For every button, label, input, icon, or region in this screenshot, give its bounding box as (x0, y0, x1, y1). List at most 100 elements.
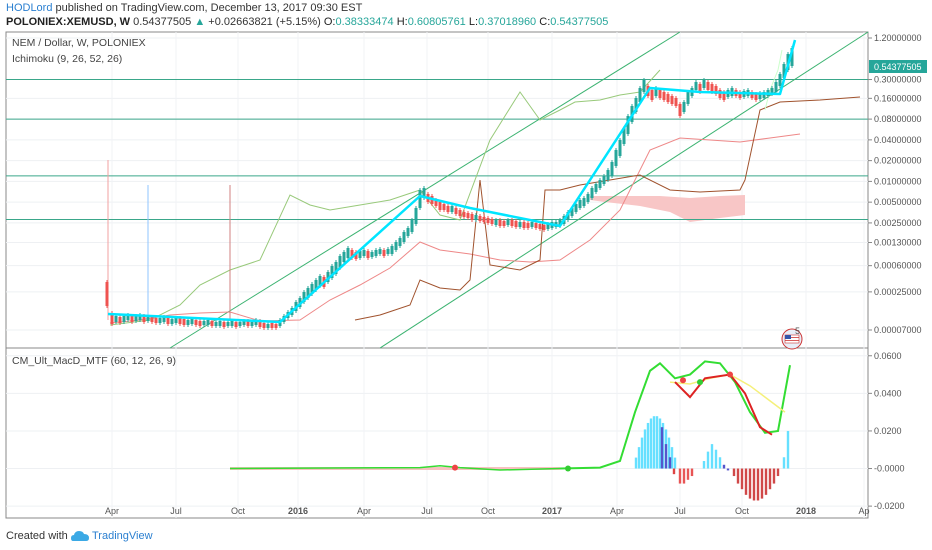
chart-canvas[interactable]: 1.20000000 0.30000000 0.16000000 0.08000000… (0, 30, 932, 522)
candle-body (534, 223, 538, 228)
time-tick-label: Apr (610, 506, 624, 516)
candle-body (506, 220, 510, 225)
macd-histogram-bar (744, 468, 748, 495)
candle-body (578, 200, 582, 208)
macd-histogram-bar (660, 427, 664, 469)
open-value: 0.38333474 (335, 16, 394, 28)
candle-body (694, 82, 698, 90)
candle-body (510, 220, 514, 226)
candle-body (454, 208, 458, 214)
candle-body (146, 317, 150, 321)
candle-body (722, 92, 726, 100)
price-change: +0.02663821 (+5.15%) (208, 16, 321, 28)
price-tick-label: 0.04000000 (874, 135, 922, 145)
candle-body (378, 249, 382, 254)
price-tick-label: 0.00007000 (874, 325, 922, 335)
candle-body (482, 217, 486, 222)
candle-body (514, 221, 518, 227)
candle-body (230, 321, 234, 326)
macd-histogram-bar (710, 444, 714, 469)
symbol-label: POLONIEX:XEMUSD, W (6, 16, 131, 28)
candle-body (374, 250, 378, 256)
candle-body (130, 316, 134, 322)
candle-body (602, 176, 606, 184)
candle-body (762, 92, 766, 98)
macd-early-line (229, 464, 561, 471)
candle-body (314, 280, 318, 290)
macd-histogram-bar (634, 457, 638, 469)
low-label: L: (468, 16, 479, 28)
price-tick-label: 0.01000000 (874, 176, 922, 186)
high-value: 0.60805761 (407, 16, 466, 28)
macd-histogram-bar (776, 468, 780, 477)
macd-tick-label: 0.0200 (874, 426, 902, 436)
candle-body (162, 317, 166, 322)
candle-body (206, 320, 210, 325)
candle-body (750, 92, 754, 98)
candle-body (582, 198, 586, 206)
close-value: 0.54377505 (550, 16, 609, 28)
candle-body (442, 204, 446, 210)
candle-body (118, 317, 122, 323)
macd-tick-label: -0.0200 (874, 501, 905, 511)
price-axis-ticks: 1.20000000 0.30000000 0.16000000 0.08000000… (868, 33, 922, 335)
candle-body (354, 252, 358, 259)
macd-tick-label: 0.0600 (874, 351, 902, 361)
candle-body (458, 210, 462, 216)
candles (105, 46, 794, 330)
macd-tick-label: -0.0000 (874, 464, 905, 474)
candle-body (698, 84, 702, 92)
high-label: H: (396, 16, 408, 28)
price-tick-label: 0.30000000 (874, 75, 922, 85)
hidden-helper-line (100, 100, 360, 120)
macd-histogram-bar (768, 468, 772, 490)
cross-marker (697, 379, 703, 386)
candle-body (238, 322, 242, 326)
candle-body (714, 86, 718, 94)
time-tick-label: Apr (105, 506, 119, 516)
candle-body (486, 218, 490, 223)
candle-body (670, 96, 674, 104)
cross-marker (727, 371, 733, 378)
candle-body (410, 220, 414, 232)
time-axis-ticks: Apr Jul Oct 2016 Apr Jul Oct 2017 Apr Jul Oct 2018 A… (105, 506, 870, 516)
footer: Created with TradingView (0, 524, 932, 550)
candle-body (614, 150, 618, 166)
candle-body (662, 92, 666, 100)
tradingview-brand[interactable]: TradingView (92, 530, 153, 542)
candle-body (774, 82, 778, 92)
author-link[interactable]: HODLord (6, 2, 53, 14)
cross-marker (680, 377, 686, 384)
candle-body (574, 204, 578, 212)
candle-body (150, 317, 154, 322)
macd-histogram-bar (764, 468, 768, 495)
candle-body (234, 322, 238, 327)
candle-body (210, 321, 214, 326)
candle-body (686, 92, 690, 104)
macd-histogram-bar (726, 468, 730, 471)
candle-body (422, 188, 426, 198)
candle-body (358, 251, 362, 258)
macd-histogram-bar (670, 447, 674, 469)
candle-body (182, 319, 186, 325)
badge-count: 5 (795, 326, 800, 336)
cloud-area (590, 195, 745, 222)
candle-body (586, 194, 590, 202)
cross-marker (452, 464, 458, 471)
price-tick-label: 0.00250000 (874, 218, 922, 228)
candle-body (142, 316, 146, 322)
candle-body (770, 88, 774, 94)
publish-line: HODLord published on TradingView.com, De… (6, 2, 362, 14)
macd-histogram-bar (646, 422, 650, 469)
candle-body (218, 321, 222, 326)
candle-body (634, 98, 638, 112)
candle-body (702, 80, 706, 88)
price-grid (6, 37, 868, 331)
price-tick-label: 0.08000000 (874, 114, 922, 124)
macd-histogram-bar (782, 457, 786, 469)
candle-body (194, 320, 198, 325)
candle-body (382, 250, 386, 256)
candle-body (642, 80, 646, 92)
candle-body (262, 323, 266, 328)
candle-body (606, 170, 610, 180)
